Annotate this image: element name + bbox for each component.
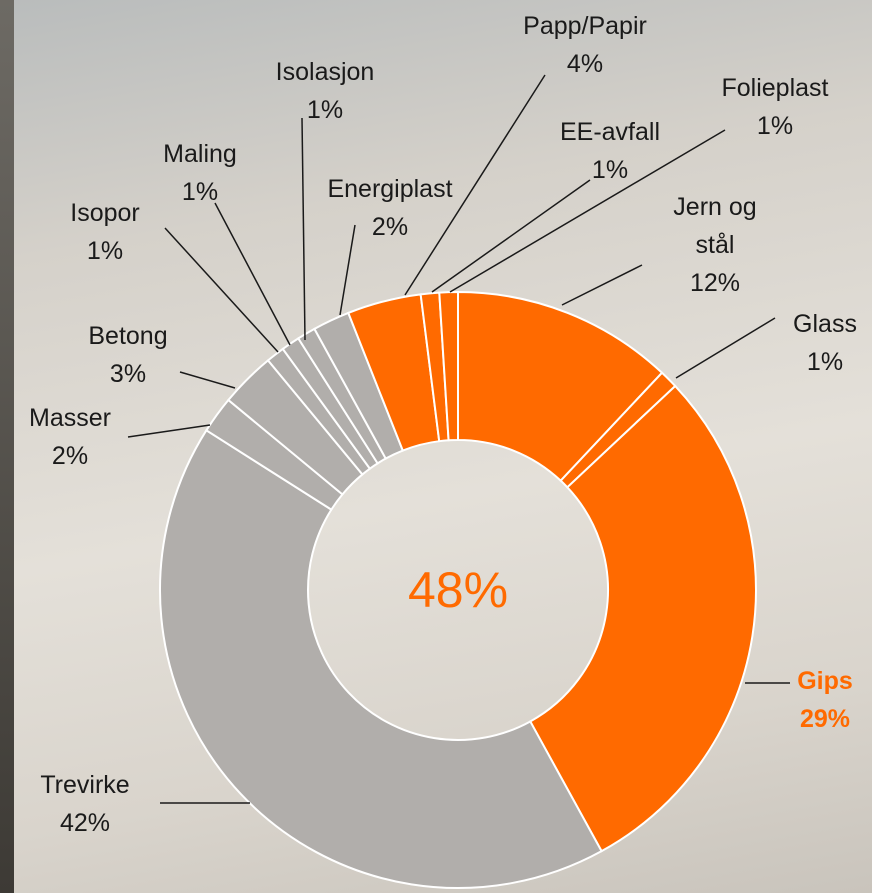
category-label: Glass	[793, 310, 857, 338]
value-label: 3%	[109, 360, 147, 388]
value-label: 1%	[86, 237, 124, 265]
data-label: Energiplast 2%	[327, 170, 452, 246]
data-label: Gips 29%	[797, 662, 853, 738]
leader-line	[214, 202, 291, 346]
data-label: Glass 1%	[793, 305, 857, 381]
center-label: 48%	[407, 562, 509, 618]
data-label: Jern og stål 12%	[660, 188, 770, 302]
donut-segment	[159, 428, 603, 889]
category-label: Gips	[797, 667, 853, 695]
value-label: 2%	[371, 213, 409, 241]
category-label: Folieplast	[721, 74, 829, 102]
donut-segment	[528, 384, 757, 853]
category-label: Betong	[88, 322, 168, 350]
data-label: Betong 3%	[88, 317, 167, 393]
value-label: 1%	[181, 178, 219, 206]
background-strip	[0, 0, 14, 893]
value-label: 12%	[689, 269, 741, 297]
value-label: 42%	[59, 809, 111, 837]
leader-line	[675, 317, 776, 379]
data-label: Isolasjon 1%	[276, 53, 375, 129]
category-label: Trevirke	[40, 771, 130, 799]
value-label: 2%	[51, 442, 89, 470]
category-label: Jern og stål	[673, 193, 757, 259]
data-label: Isopor 1%	[70, 194, 139, 270]
category-label: Papp/Papir	[523, 12, 647, 40]
data-label: Maling 1%	[163, 135, 237, 211]
donut-segment	[438, 290, 459, 442]
data-label: Masser 2%	[29, 399, 111, 475]
data-label: Trevirke 42%	[40, 766, 129, 842]
leader-line	[404, 74, 546, 296]
category-label: Isopor	[70, 199, 140, 227]
leader-line	[179, 371, 236, 389]
leader-line	[431, 179, 591, 293]
value-label: 4%	[566, 50, 604, 78]
value-label: 1%	[756, 112, 794, 140]
leader-line	[127, 424, 211, 438]
value-label: 1%	[306, 96, 344, 124]
leader-line	[339, 224, 356, 316]
leader-line	[301, 117, 306, 341]
data-label: EE-avfall 1%	[560, 113, 660, 189]
data-label: Folieplast 1%	[722, 69, 829, 145]
value-label: 1%	[591, 156, 629, 184]
category-label: Isolasjon	[275, 58, 375, 86]
data-label: Papp/Papir 4%	[523, 7, 647, 83]
leader-line	[449, 129, 726, 293]
leader-line	[561, 264, 643, 306]
value-label: 1%	[806, 348, 844, 376]
value-label: 29%	[799, 705, 851, 733]
leader-line	[164, 227, 279, 353]
category-label: EE-avfall	[559, 118, 661, 146]
category-label: Energiplast	[327, 175, 453, 203]
category-label: Masser	[29, 404, 111, 432]
category-label: Maling	[163, 140, 237, 168]
